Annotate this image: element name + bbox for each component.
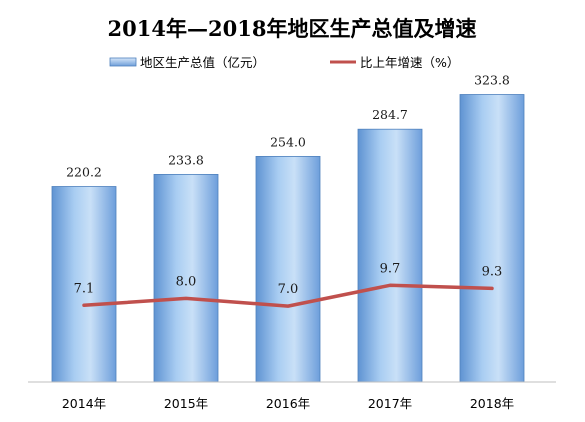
growth-value-label: 9.7 bbox=[380, 261, 401, 276]
bar-2015年 bbox=[153, 173, 219, 383]
x-tick-label: 2016年 bbox=[266, 396, 310, 411]
chart-title: 2014年—2018年地区生产总值及增速 bbox=[108, 16, 477, 41]
bar-value-label: 323.8 bbox=[474, 73, 510, 88]
growth-value-label: 9.3 bbox=[482, 264, 503, 279]
x-axis-ticks: 2014年 2015年 2016年 2017年 2018年 bbox=[62, 396, 514, 411]
growth-value-label: 8.0 bbox=[176, 274, 197, 289]
growth-value-label: 7.0 bbox=[278, 282, 299, 297]
bar-2018年 bbox=[459, 94, 525, 383]
legend: 地区生产总值（亿元） 比上年增速（%） bbox=[109, 55, 459, 70]
x-tick-label: 2018年 bbox=[470, 396, 514, 411]
x-tick-label: 2017年 bbox=[368, 396, 412, 411]
legend-bar-swatch bbox=[109, 57, 137, 67]
bar-value-label: 254.0 bbox=[270, 134, 306, 149]
bar-series bbox=[51, 94, 525, 383]
legend-bar-label: 地区生产总值（亿元） bbox=[140, 55, 265, 70]
plot-area: 220.2 233.8 254.0 284.7 323.8 2014年 2015年 2016… bbox=[28, 73, 556, 411]
x-tick-label: 2014年 bbox=[62, 396, 106, 411]
growth-value-label: 7.1 bbox=[74, 281, 95, 296]
legend-line-label: 比上年增速（%） bbox=[360, 55, 459, 70]
bar-value-label: 284.7 bbox=[372, 107, 408, 122]
line-data-labels: 7.1 8.0 7.0 9.7 9.3 bbox=[74, 261, 503, 297]
bar-value-label: 220.2 bbox=[66, 165, 102, 180]
growth-line bbox=[82, 283, 494, 308]
bar-value-label: 233.8 bbox=[168, 152, 204, 167]
bar-data-labels: 220.2 233.8 254.0 284.7 323.8 bbox=[66, 73, 510, 180]
x-tick-label: 2015年 bbox=[164, 396, 208, 411]
bar-2016年 bbox=[255, 155, 321, 383]
bar-2017年 bbox=[357, 128, 423, 383]
